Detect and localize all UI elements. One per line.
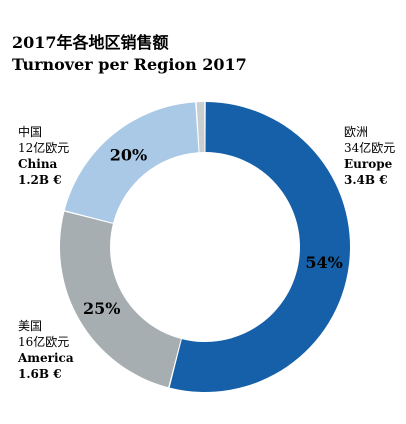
chart-subtitle: Turnover per Region 2017 xyxy=(12,55,247,74)
chart-title: 2017年各地区销售额 xyxy=(12,33,169,52)
label-america-en-amount: 1.6B € xyxy=(18,367,62,381)
pct-label-america: 25% xyxy=(83,299,120,318)
label-china-zh-amount: 12亿欧元 xyxy=(18,141,70,155)
label-europe-zh-amount: 34亿欧元 xyxy=(344,141,396,155)
pct-label-europe: 54% xyxy=(305,253,342,272)
label-europe-zh-name: 欧洲 xyxy=(344,125,369,139)
label-china-zh-name: 中国 xyxy=(18,125,43,139)
slice-other xyxy=(196,102,205,153)
slice-europe xyxy=(169,102,350,392)
label-china-en-name: China xyxy=(18,157,58,171)
slice-america xyxy=(59,211,181,388)
label-america-zh-name: 美国 xyxy=(18,319,43,333)
label-europe: 欧洲 34亿欧元 Europe 3.4B € xyxy=(344,124,395,188)
label-china-en-amount: 1.2B € xyxy=(18,173,62,187)
label-america-en-name: America xyxy=(18,351,74,365)
label-europe-en-amount: 3.4B € xyxy=(344,173,388,187)
slice-china xyxy=(64,102,199,223)
label-china: 中国 12亿欧元 China 1.2B € xyxy=(18,124,69,188)
label-america-zh-amount: 16亿欧元 xyxy=(18,335,70,349)
label-europe-en-name: Europe xyxy=(344,157,393,171)
label-america: 美国 16亿欧元 America 1.6B € xyxy=(18,318,74,382)
pct-label-china: 20% xyxy=(110,146,147,165)
